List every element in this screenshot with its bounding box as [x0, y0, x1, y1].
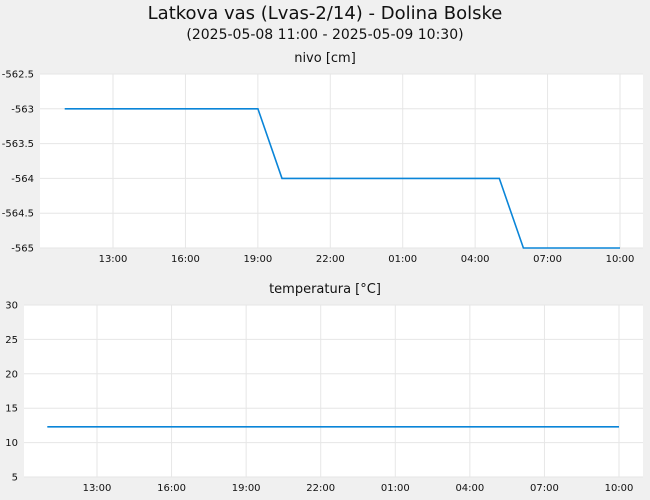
x-tick-label: 01:00	[381, 483, 410, 494]
y-tick-label: 10	[5, 438, 18, 449]
y-tick-label: -563	[11, 104, 34, 115]
y-tick-label: -564	[11, 174, 34, 185]
y-tick-label: 15	[5, 404, 18, 415]
y-tick-label: 30	[5, 301, 18, 312]
x-tick-label: 10:00	[606, 254, 635, 265]
level-panel-title: nivo [cm]	[294, 51, 356, 66]
x-tick-label: 16:00	[171, 254, 200, 265]
x-tick-label: 13:00	[99, 254, 128, 265]
x-tick-label: 19:00	[232, 483, 261, 494]
temperature-panel-title: temperatura [°C]	[269, 282, 381, 297]
x-tick-label: 22:00	[316, 254, 345, 265]
y-tick-label: 5	[12, 473, 18, 484]
x-tick-label: 07:00	[533, 254, 562, 265]
y-tick-label: -563.5	[2, 139, 34, 150]
plot-area	[40, 74, 643, 248]
y-tick-label: -565	[11, 244, 34, 255]
x-tick-label: 04:00	[455, 483, 484, 494]
x-tick-label: 19:00	[243, 254, 272, 265]
x-tick-label: 16:00	[157, 483, 186, 494]
x-tick-label: 01:00	[388, 254, 417, 265]
y-tick-label: 20	[5, 369, 18, 380]
y-tick-label: -562.5	[2, 70, 34, 81]
y-tick-label: 25	[5, 335, 18, 346]
x-tick-label: 07:00	[530, 483, 559, 494]
chart-title: Latkova vas (Lvas-2/14) - Dolina Bolske	[147, 3, 503, 24]
x-tick-label: 13:00	[83, 483, 112, 494]
y-tick-label: -564.5	[2, 209, 34, 220]
x-tick-label: 04:00	[461, 254, 490, 265]
x-tick-label: 22:00	[306, 483, 335, 494]
series-line	[64, 108, 620, 249]
chart-date-range: (2025-05-08 11:00 - 2025-05-09 10:30)	[186, 27, 464, 43]
x-tick-label: 10:00	[605, 483, 634, 494]
plot-area	[24, 305, 643, 477]
